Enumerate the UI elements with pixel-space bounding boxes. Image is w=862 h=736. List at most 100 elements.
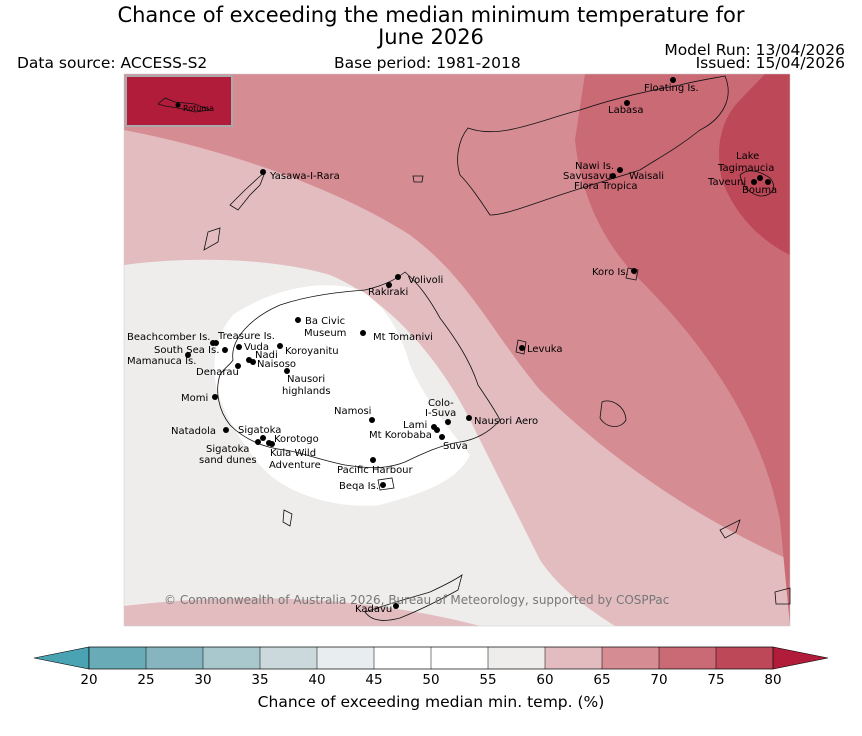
place-waisali: Waisali <box>629 171 664 182</box>
place-sigatoka-dunes-2: sand dunes <box>199 455 257 466</box>
place-flora-tropica: Flora Tropica <box>574 181 637 192</box>
colorbar-tick-label: 70 <box>650 672 668 688</box>
place-koroyanitu: Koroyanitu <box>285 346 339 357</box>
band-below-55 <box>214 285 470 506</box>
colorbar-tick-label: 35 <box>251 672 269 688</box>
colorbar-cell <box>545 647 603 669</box>
inset-frame <box>125 75 233 127</box>
band-60-65-south <box>124 598 480 626</box>
moala-coast <box>719 519 741 539</box>
place-mt-tomanivi: Mt Tomanivi <box>373 332 433 343</box>
rotuma-coast <box>157 97 212 113</box>
map-title-line1: Chance of exceeding the median minimum t… <box>117 3 745 27</box>
copyright: © Commonwealth of Australia 2026, Bureau… <box>164 593 669 607</box>
band-75-80 <box>719 74 790 255</box>
place-suva: Suva <box>443 441 468 452</box>
beqa-coast <box>377 477 395 491</box>
place-labels: Floating Is. Labasa Nawi Is. Savusavu Wa… <box>127 83 777 615</box>
colorbar-tick-label: 75 <box>707 672 725 688</box>
gau-coast <box>599 400 627 427</box>
place-levuka: Levuka <box>527 344 563 355</box>
colorbar-tick-label: 45 <box>365 672 383 688</box>
colorbar-tick-label: 80 <box>764 672 782 688</box>
place-sigatoka-dunes-1: Sigatoka <box>206 444 249 455</box>
data-source: Data source: ACCESS-S2 <box>17 54 208 72</box>
colorbar-cell <box>146 647 204 669</box>
place-floating-is: Floating Is. <box>644 83 699 94</box>
place-yasawa: Yasawa-I-Rara <box>269 171 340 182</box>
place-naisoso: Naisoso <box>257 359 296 370</box>
place-rakiraki: Rakiraki <box>368 287 408 298</box>
place-momi: Momi <box>181 393 208 404</box>
vanua-levu-coast <box>457 75 729 216</box>
vatulele-coast <box>282 509 293 527</box>
place-colo: Colo- <box>428 398 454 409</box>
colorbar-cell <box>488 647 546 669</box>
coastlines <box>203 75 791 621</box>
place-labasa: Labasa <box>608 105 644 116</box>
kadavu-coast <box>364 574 463 621</box>
place-sigatoka: Sigatoka <box>238 425 281 436</box>
place-kadavu: Kadavu <box>355 604 392 615</box>
colorbar-tick-label: 65 <box>593 672 611 688</box>
islet-coast <box>412 175 424 183</box>
viti-levu-coast <box>217 271 501 469</box>
taveuni-coast <box>739 170 774 197</box>
place-denarau: Denarau <box>196 367 239 378</box>
colorbar-title: Chance of exceeding median min. temp. (%… <box>257 693 605 711</box>
colorbar <box>33 646 829 670</box>
colorbar-cell <box>203 647 261 669</box>
place-koro-is: Koro Is. <box>592 267 629 278</box>
colorbar-cell <box>374 647 432 669</box>
colorbar-tick-label: 60 <box>536 672 554 688</box>
place-nausori-aero: Nausori Aero <box>474 416 538 427</box>
colorbar-tick-label: 30 <box>194 672 212 688</box>
place-volivoli: Volivoli <box>408 275 443 286</box>
place-kula-wild: Kula Wild <box>270 448 316 459</box>
ovalau-coast <box>515 339 527 355</box>
place-treasure-is: Treasure Is. <box>217 331 275 342</box>
colorbar-cell <box>317 647 375 669</box>
place-lami: Lami <box>403 420 427 431</box>
place-nawi-is: Nawi Is. <box>575 161 614 172</box>
place-nausori-highlands: highlands <box>282 386 331 397</box>
place-pacific-harbour: Pacific Harbour <box>337 465 414 476</box>
colorbar-tick-label: 40 <box>308 672 326 688</box>
place-taveuni: Taveuni <box>707 177 746 188</box>
place-markers <box>185 77 771 609</box>
colorbar-tick-label: 50 <box>422 672 440 688</box>
yasawa-coast <box>229 171 266 211</box>
colorbar-low-arrow <box>33 646 90 670</box>
place-beqa-is: Beqa Is. <box>339 481 379 492</box>
place-natadola: Natadola <box>171 426 216 437</box>
probability-field <box>124 74 790 626</box>
place-kula-adventure: Adventure <box>269 460 321 471</box>
colorbar-tick-label: 25 <box>137 672 155 688</box>
issued-date: Issued: 15/04/2026 <box>695 54 845 72</box>
place-south-sea-is: South Sea Is. <box>154 345 219 356</box>
place-mamanuca: Mamanuca Is. <box>127 356 196 367</box>
place-nadi: Nadi <box>255 350 278 361</box>
colorbar-cell <box>659 647 717 669</box>
map-title-line2: June 2026 <box>378 25 484 49</box>
rotuma-inset: Rotuma <box>125 75 233 127</box>
colorbar-cell <box>431 647 489 669</box>
place-bouma: Bouma <box>742 185 777 196</box>
lau-coast <box>774 587 791 605</box>
place-ba-museum: Museum <box>304 328 346 339</box>
rotuma-label: Rotuma <box>183 104 214 113</box>
place-tagimaucia: Tagimaucia <box>717 163 774 174</box>
place-lake: Lake <box>736 151 759 162</box>
colorbar-cell <box>716 647 774 669</box>
rotuma-marker <box>175 102 181 108</box>
base-period: Base period: 1981-2018 <box>334 54 521 72</box>
colorbar-tick-label: 55 <box>479 672 497 688</box>
place-savusavu: Savusavu <box>563 171 611 182</box>
colorbar-cell <box>260 647 318 669</box>
place-korotogo: Korotogo <box>274 434 319 445</box>
band-70-75 <box>575 74 790 626</box>
colorbar-cell <box>602 647 660 669</box>
place-ba-civic: Ba Civic <box>305 316 345 327</box>
colorbar-frame <box>88 646 774 670</box>
